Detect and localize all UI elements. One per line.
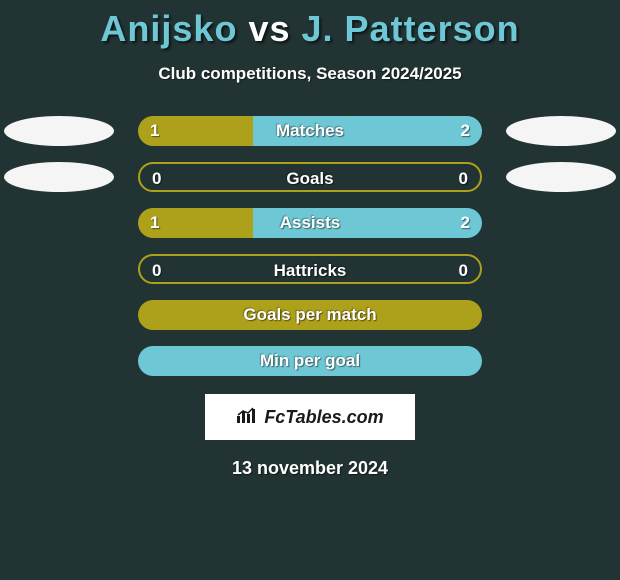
page-subtitle: Club competitions, Season 2024/2025 bbox=[0, 64, 620, 84]
stat-row: Goals per match bbox=[0, 300, 620, 330]
stat-label: Goals bbox=[140, 164, 480, 192]
stat-label: Hattricks bbox=[140, 256, 480, 284]
stat-label: Goals per match bbox=[138, 300, 482, 330]
team-logo-left bbox=[4, 162, 114, 192]
team-logo-right bbox=[506, 116, 616, 146]
stat-bar: 00Goals bbox=[138, 162, 482, 192]
stat-row: 12Matches bbox=[0, 116, 620, 146]
stat-bar: 12Matches bbox=[138, 116, 482, 146]
stat-bar: 00Hattricks bbox=[138, 254, 482, 284]
page-title: Anijsko vs J. Patterson bbox=[0, 0, 620, 50]
brand-logo: FcTables.com bbox=[205, 394, 415, 440]
team-logo-right bbox=[506, 162, 616, 192]
brand-text: FcTables.com bbox=[264, 407, 383, 428]
stat-label: Matches bbox=[138, 116, 482, 146]
team-logo-left bbox=[4, 116, 114, 146]
stat-bar: 12Assists bbox=[138, 208, 482, 238]
title-player-right: J. Patterson bbox=[302, 8, 520, 49]
stat-row: 00Goals bbox=[0, 162, 620, 192]
stat-bar: Goals per match bbox=[138, 300, 482, 330]
footer-date: 13 november 2024 bbox=[0, 458, 620, 479]
title-player-left: Anijsko bbox=[100, 8, 237, 49]
stat-label: Assists bbox=[138, 208, 482, 238]
stat-row: 00Hattricks bbox=[0, 254, 620, 284]
stat-row: Min per goal bbox=[0, 346, 620, 376]
title-vs: vs bbox=[248, 8, 290, 49]
brand-chart-icon bbox=[236, 406, 258, 429]
stat-bar: Min per goal bbox=[138, 346, 482, 376]
stat-row: 12Assists bbox=[0, 208, 620, 238]
stat-label: Min per goal bbox=[138, 346, 482, 376]
stat-rows: 12Matches 00Goals 12Assists 00Hattricks Goal… bbox=[0, 116, 620, 376]
